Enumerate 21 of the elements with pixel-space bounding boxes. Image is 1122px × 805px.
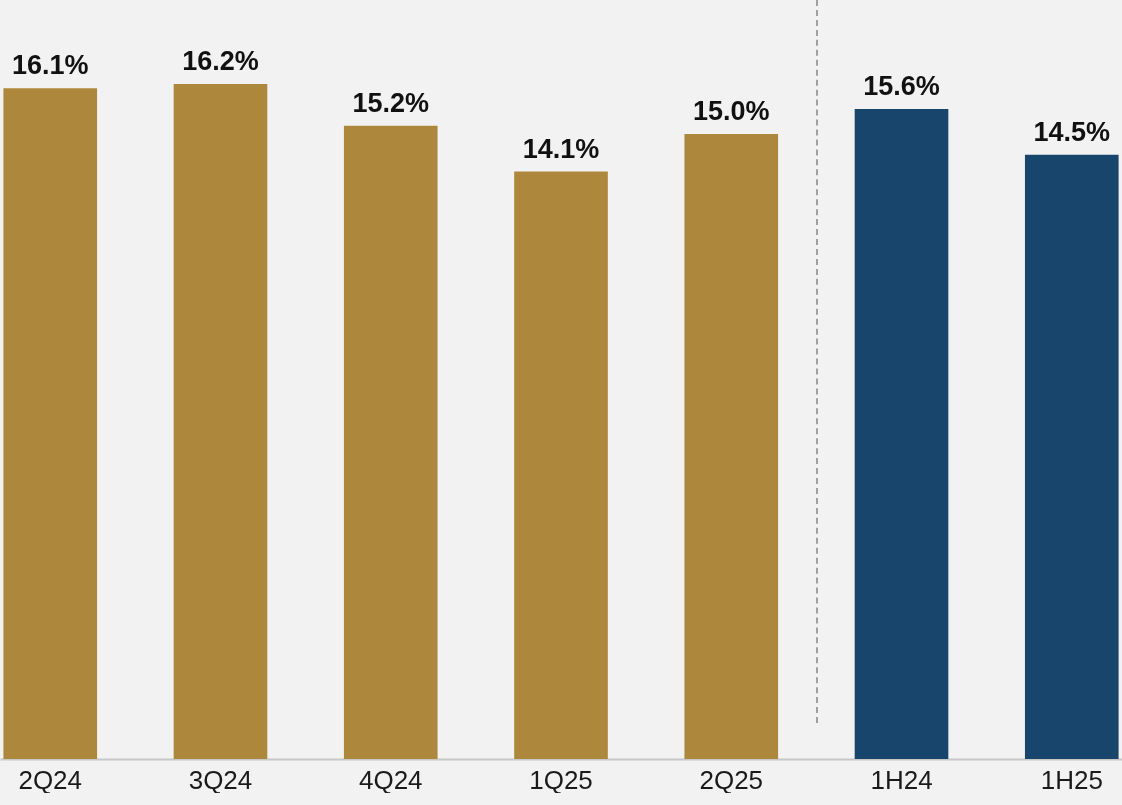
x-tick-label: 1H25 xyxy=(1040,764,1103,795)
bar xyxy=(514,171,608,759)
data-label: 16.2% xyxy=(182,46,259,76)
data-label: 15.2% xyxy=(352,87,430,118)
bar xyxy=(854,109,949,759)
x-tick-label: 2Q24 xyxy=(18,764,83,795)
x-tick-label: 1H24 xyxy=(870,764,933,795)
x-tick-label: 2Q25 xyxy=(699,764,764,795)
x-tick-label: 4Q24 xyxy=(358,764,423,795)
bar xyxy=(1024,154,1119,759)
data-label: 15.0% xyxy=(692,96,770,126)
bar xyxy=(173,84,268,759)
x-tick-label: 3Q24 xyxy=(188,764,253,795)
x-tick-label: 1Q25 xyxy=(529,764,593,795)
data-label: 14.1% xyxy=(522,133,600,164)
data-label: 15.6% xyxy=(863,71,940,101)
data-label: 16.1% xyxy=(11,50,89,81)
bar xyxy=(684,134,779,759)
bar xyxy=(3,88,98,759)
bar xyxy=(343,125,438,759)
data-label: 14.5% xyxy=(1033,116,1111,147)
